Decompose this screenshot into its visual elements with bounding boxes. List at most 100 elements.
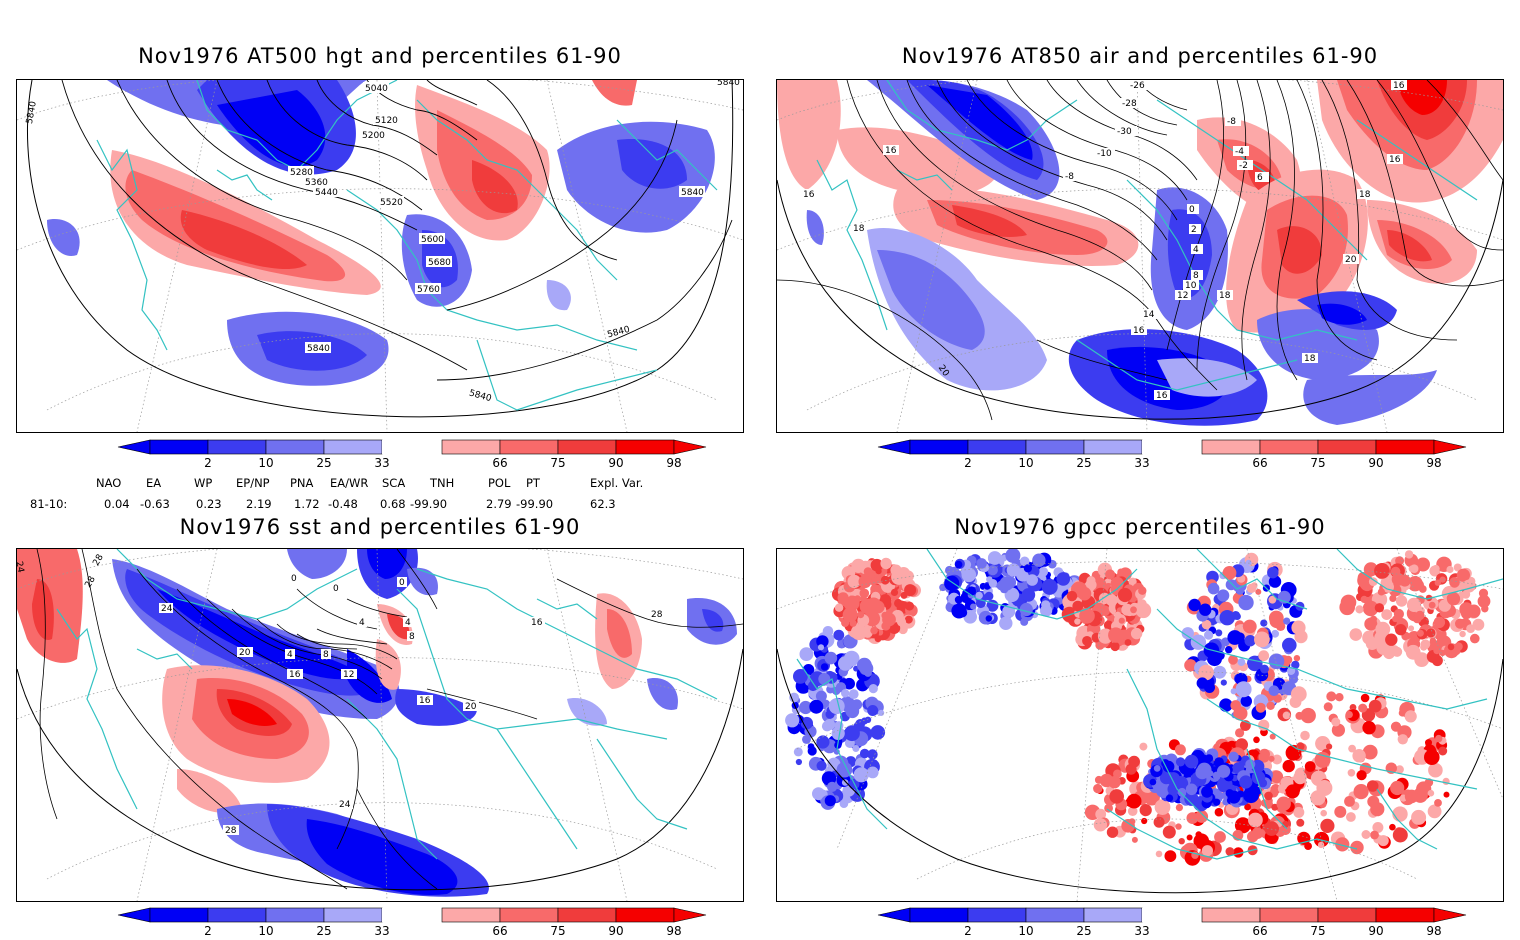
map-panel-sst: 24 28 28 24 0 0 0 4 4 8 4 8 20 16 12 16 … <box>16 548 744 902</box>
contour-label: 5040 <box>365 84 388 94</box>
contour-label: 16 <box>1393 81 1405 91</box>
contour-label: 5520 <box>380 198 403 208</box>
colorbar-segment <box>323 907 383 923</box>
contour-label: 5840 <box>25 100 39 125</box>
colorbar-label: 25 <box>316 456 331 470</box>
contour-label: 0 <box>291 574 297 584</box>
colorbar-neutral-gap <box>382 908 442 922</box>
colorbar-label: 2 <box>204 456 212 470</box>
panel-title-gpcc: Nov1976 gpcc percentiles 61-90 <box>954 515 1326 539</box>
colorbar-label: 33 <box>374 456 389 470</box>
contour-label: 28 <box>651 610 663 620</box>
contour-label: 8 <box>323 650 329 660</box>
index-value-pol: 2.79 <box>486 497 512 511</box>
colorbar-segment <box>1375 439 1435 455</box>
contour-label: -4 <box>1235 147 1244 157</box>
contour-label: 18 <box>1304 354 1316 364</box>
contour-label: 6 <box>1257 173 1263 183</box>
colorbar-segment <box>1025 907 1085 923</box>
index-header-pna: PNA <box>290 476 314 490</box>
percentile-shading <box>17 549 737 897</box>
colorbar-segment <box>149 907 209 923</box>
colorbar-segment <box>207 439 267 455</box>
contour-label: 5840 <box>681 188 704 198</box>
colorbar-label: 2 <box>964 456 972 470</box>
latitude-longitude-grid <box>17 80 743 432</box>
index-value-pna: 1.72 <box>294 497 320 511</box>
map-outline <box>17 648 743 891</box>
colorbar-label: 33 <box>1134 456 1149 470</box>
index-header-nao: NAO <box>96 476 122 490</box>
contour-label: 5360 <box>305 178 328 188</box>
coastlines <box>56 549 718 860</box>
colorbar-label: 33 <box>374 924 389 938</box>
index-header-wp: WP <box>194 476 213 490</box>
map-outline <box>777 648 1503 894</box>
index-value-sca: 0.68 <box>380 497 406 511</box>
contour-label: 5840 <box>468 389 493 405</box>
colorbar-segment <box>441 907 501 923</box>
colorbar-label: 10 <box>258 456 273 470</box>
contour-label: 18 <box>853 224 865 234</box>
panel-title-sst: Nov1976 sst and percentiles 61-90 <box>179 515 581 539</box>
contour-label: 0 <box>399 578 405 588</box>
colorbar-neutral-gap <box>382 440 442 454</box>
colorbar-segment <box>1083 439 1143 455</box>
contour-label: 5200 <box>362 131 385 141</box>
colorbar-arrow-high <box>1433 439 1467 455</box>
colorbar-segment <box>909 907 969 923</box>
contour-label: 12 <box>343 670 354 680</box>
index-value-expl-var: 62.3 <box>590 497 616 511</box>
colorbar-segment <box>265 439 325 455</box>
contour-label: -26 <box>1130 81 1145 91</box>
colorbar-label: 10 <box>1018 456 1033 470</box>
colorbar-segment <box>1317 907 1377 923</box>
colorbar-segment <box>499 907 559 923</box>
colorbar-label: 98 <box>1426 456 1441 470</box>
map-outline <box>27 80 734 418</box>
contour-label: -28 <box>1122 99 1137 109</box>
contour-label: 24 <box>17 561 25 574</box>
colorbar-arrow-low <box>117 439 151 455</box>
colorbar-label: 25 <box>1076 456 1091 470</box>
index-row-label: 81-10: <box>30 497 68 511</box>
colorbar-segment <box>1201 439 1261 455</box>
colorbar-arrow-high <box>673 907 707 923</box>
index-value-epnp: 2.19 <box>246 497 272 511</box>
contour-label: 16 <box>885 146 897 156</box>
colorbar-segment <box>557 439 617 455</box>
colorbar-label: 75 <box>1310 924 1325 938</box>
contour-label: 5120 <box>375 116 398 126</box>
colorbar-segment <box>615 907 675 923</box>
colorbar-segment <box>1259 439 1319 455</box>
coastlines <box>796 549 1503 860</box>
colorbar-segment <box>1259 907 1319 923</box>
colorbar-segment <box>615 439 675 455</box>
colorbar-label: 66 <box>1252 456 1267 470</box>
contour-label: 5280 <box>290 168 313 178</box>
colorbar-segment <box>967 907 1027 923</box>
panel-title-air850: Nov1976 AT850 air and percentiles 61-90 <box>901 44 1379 68</box>
index-value-tnh: -99.90 <box>410 497 448 511</box>
contour-label: 4 <box>1193 245 1199 255</box>
contour-label: 28 <box>225 826 237 836</box>
contour-labels: 5840 5040 5120 5200 5280 5360 5440 5520 … <box>25 80 740 404</box>
index-header-tnh: TNH <box>430 476 455 490</box>
index-header-expl-var: Expl. Var. <box>590 476 644 490</box>
map-outline <box>777 179 1503 420</box>
colorbar-segment <box>909 439 969 455</box>
colorbar-segment <box>441 439 501 455</box>
index-value-nao: 0.04 <box>104 497 130 511</box>
contour-label: 5760 <box>417 285 440 295</box>
contour-label: 10 <box>1185 281 1197 291</box>
colorbar-label: 75 <box>550 456 565 470</box>
contour-label: 28 <box>91 553 106 568</box>
contour-label: 20 <box>239 648 251 658</box>
colorbar-segment <box>1083 907 1143 923</box>
contour-label: 8 <box>1193 271 1199 281</box>
colorbar-label: 98 <box>1426 924 1441 938</box>
colorbar-segment <box>265 907 325 923</box>
contour-label: 0 <box>333 584 339 594</box>
colorbar-segment <box>207 907 267 923</box>
contour-labels: -26 -28 -30 -8 -10 -8 -4 -2 6 0 2 4 8 10… <box>801 80 1407 401</box>
